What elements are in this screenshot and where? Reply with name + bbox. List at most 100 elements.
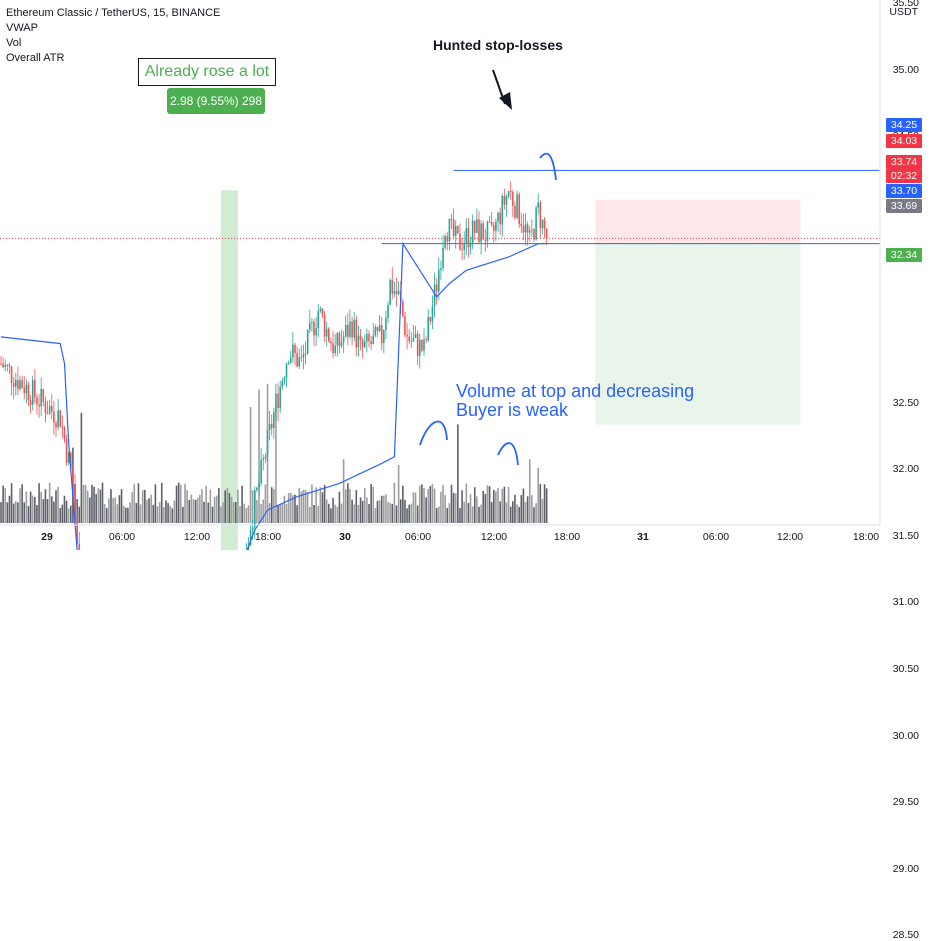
candle-body (476, 219, 478, 233)
volume-bar (514, 494, 516, 523)
price-tag: 32.34 (886, 248, 922, 262)
candle-body (321, 308, 324, 316)
symbol-title[interactable]: Ethereum Classic / TetherUS, 15, BINANCE (6, 7, 221, 19)
candle-body (389, 280, 391, 305)
candle-body (260, 459, 262, 484)
volume-bar (260, 503, 262, 523)
volume-bar (167, 502, 169, 523)
candle-body (304, 353, 307, 355)
candle-body (306, 329, 309, 354)
volume-bar (112, 498, 114, 523)
candle-body (266, 430, 269, 457)
candle-body (74, 484, 76, 519)
volume-bar (279, 504, 281, 523)
candle-body (444, 236, 446, 248)
volume-bar (509, 506, 512, 523)
candle-body (67, 452, 70, 463)
indicator-vwap[interactable]: VWAP (6, 22, 38, 34)
price-axis-unit: USDT (889, 6, 918, 18)
volume-bar (306, 491, 309, 523)
measure-range[interactable] (220, 190, 238, 550)
candle-body (490, 222, 493, 226)
candle-body (38, 404, 40, 407)
volume-bar (103, 504, 106, 523)
volume-bar (531, 495, 533, 523)
candle-body (334, 345, 336, 354)
volume-bar (241, 485, 243, 523)
volume-bar (203, 501, 205, 523)
drawings[interactable] (419, 69, 557, 466)
volume-bar (383, 495, 385, 523)
candle-body (281, 380, 284, 387)
volume-bar (319, 487, 322, 523)
volume-bar (184, 483, 186, 523)
candle-body (522, 226, 525, 233)
indicator-vol[interactable]: Vol (6, 37, 22, 49)
volume-bar (6, 502, 9, 523)
volume-bar (114, 497, 117, 523)
volume-bar (262, 499, 265, 523)
volume-bar (281, 504, 284, 523)
volume-bar (175, 485, 178, 523)
volume-bar (336, 506, 339, 523)
volume-bar (520, 495, 523, 523)
candle-body (355, 319, 358, 348)
candle-body (370, 341, 372, 344)
candle-body (55, 422, 57, 428)
price-axis-label: 28.50 (892, 929, 919, 941)
volume-bar (228, 493, 231, 523)
volume-bar (478, 506, 480, 523)
volume-bar (12, 503, 15, 523)
volume-bar (270, 487, 273, 523)
volume-bar (129, 502, 131, 523)
candle-body (361, 339, 364, 347)
price-axis-label: 29.50 (892, 796, 919, 809)
volume-bar (82, 484, 85, 523)
volume-bar (192, 499, 195, 523)
volume-bar (410, 503, 413, 523)
candle-body (48, 405, 51, 414)
volume-bar (146, 499, 148, 523)
candle-body (353, 319, 356, 338)
candle-body (296, 352, 298, 367)
volume-bar (507, 486, 510, 523)
annotation-already-rose[interactable]: Already rose a lot (138, 58, 276, 86)
position-tool[interactable] (595, 199, 801, 425)
volume-bar (389, 502, 391, 523)
annotation-volume[interactable]: Volume at top and decreasing Buyer is we… (456, 382, 694, 420)
annotation-hunted-stops[interactable]: Hunted stop-losses (433, 37, 563, 53)
price-chart[interactable] (0, 0, 932, 550)
volume-bar (182, 506, 184, 523)
volume-bar (512, 501, 514, 523)
volume-bar (457, 424, 459, 523)
candle-body (323, 315, 326, 337)
volume-bar (302, 489, 305, 523)
indicator-atr[interactable]: Overall ATR (6, 52, 65, 64)
candle-body (541, 219, 544, 229)
candle-body (514, 205, 516, 218)
candle-body (395, 290, 398, 295)
price-axis-label: 32.50 (892, 396, 919, 409)
candle-body (268, 423, 271, 431)
candle-body (486, 221, 489, 242)
volume-bar (150, 494, 152, 523)
candle-body (44, 401, 47, 414)
candle-body (414, 333, 417, 338)
candle-body (302, 354, 305, 358)
volume-bar (273, 488, 275, 523)
candle-body (450, 219, 453, 221)
candle-body (467, 227, 470, 248)
volume-bar (89, 497, 91, 523)
vwap-path (0, 241, 547, 550)
volume-bar (499, 501, 501, 523)
measure-label: 2.98 (9.55%) 298 (167, 88, 265, 114)
candle-body (531, 229, 533, 231)
volume-bar (29, 491, 32, 523)
volume-bar (323, 484, 326, 523)
volume-bar (237, 489, 239, 523)
volume-bar (292, 495, 294, 523)
volume-bar (256, 500, 258, 523)
candle-body (254, 490, 256, 528)
candle-body (499, 212, 501, 225)
candle-body (380, 325, 383, 344)
